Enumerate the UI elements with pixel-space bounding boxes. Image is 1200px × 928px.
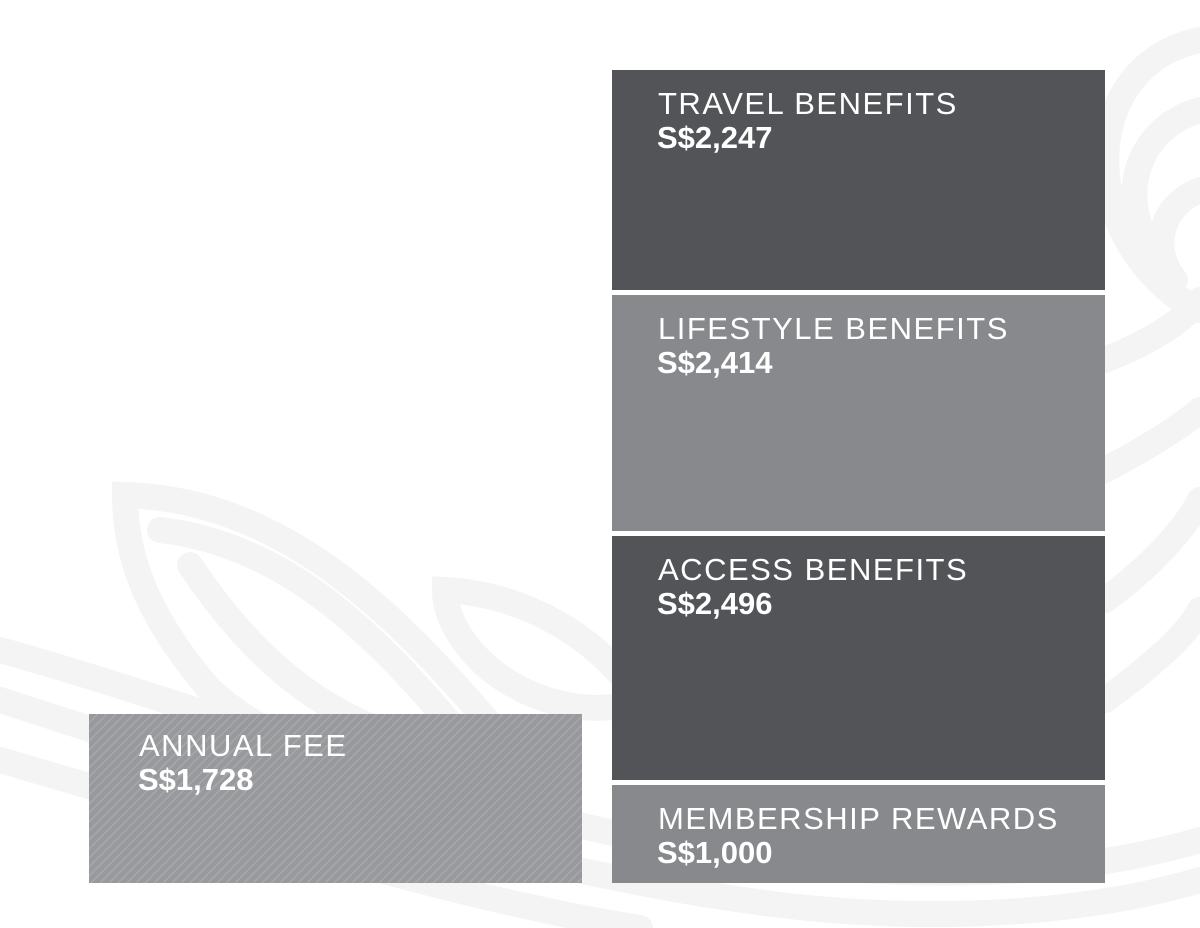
hatch-line (89, 714, 225, 851)
watermark-curve (1092, 597, 1200, 713)
hatch-line (342, 714, 513, 883)
segment-value: S$2,496 (657, 586, 773, 621)
lifestyle-benefits-segment: LIFESTYLE BENEFITS S$2,414 (612, 295, 1105, 531)
annual-fee-label: ANNUAL FEE (139, 728, 348, 763)
hatch-line (89, 714, 216, 842)
hatch-line (315, 714, 486, 883)
watermark-curve (1092, 287, 1200, 373)
hatch-line (89, 714, 207, 833)
hatch-line (108, 714, 279, 883)
segment-label: MEMBERSHIP REWARDS (658, 801, 1059, 836)
hatch-line (89, 714, 126, 752)
hatch-line (89, 714, 144, 770)
hatch-line (405, 714, 576, 883)
hatch-line (89, 714, 252, 878)
hatch-line (387, 714, 558, 883)
hatch-line (396, 714, 567, 883)
hatch-line (162, 714, 333, 883)
hatch-line (207, 714, 378, 883)
hatch-line (495, 795, 582, 883)
segment-value: S$2,414 (657, 345, 773, 380)
access-benefits-segment: ACCESS BENEFITS S$2,496 (612, 536, 1105, 780)
hatch-line (89, 714, 198, 824)
hatch-line (324, 714, 495, 883)
hatch-line (89, 714, 135, 761)
hatch-line (288, 714, 459, 883)
hatch-line (423, 723, 582, 883)
hatch-line (279, 714, 450, 883)
hatch-line (549, 849, 582, 883)
hatch-line (369, 714, 540, 883)
watermark-curve (147, 517, 473, 748)
hatch-line (234, 714, 405, 883)
hatch-line (89, 714, 243, 869)
hatch-line (486, 786, 582, 883)
hatch-line (477, 777, 582, 883)
hatch-line (126, 714, 297, 883)
hatch-line (414, 714, 582, 883)
hatch-line (180, 714, 351, 883)
hatch-line (89, 714, 171, 797)
hatch-line (225, 714, 396, 883)
hatch-line (135, 714, 306, 883)
hatch-line (297, 714, 468, 883)
hatch-line (90, 714, 261, 883)
hatch-line (198, 714, 369, 883)
hatch-line (513, 813, 582, 883)
hatch-line (261, 714, 432, 883)
hatch-line (117, 714, 288, 883)
hatch-line (441, 741, 582, 883)
annual-fee-value: S$1,728 (138, 762, 254, 797)
watermark-curve (431, 576, 660, 721)
hatch-line (333, 714, 504, 883)
hatch-line (432, 732, 582, 883)
hatch-line (531, 831, 582, 883)
travel-benefits-segment: TRAVEL BENEFITS S$2,247 (612, 70, 1105, 290)
watermark-curve (1148, 177, 1200, 293)
hatch-line (468, 768, 582, 883)
segment-value: S$2,247 (657, 120, 773, 155)
hatch-line (89, 714, 162, 788)
hatch-line (306, 714, 477, 883)
hatch-line (540, 840, 582, 883)
watermark-curve (1092, 397, 1200, 483)
watermark-curve (1092, 487, 1200, 613)
hatch-line (360, 714, 531, 883)
hatch-line (153, 714, 324, 883)
hatch-pattern (89, 714, 582, 883)
hatch-line (270, 714, 441, 883)
annual-fee-bar: ANNUAL FEE S$1,728 (89, 714, 582, 883)
segment-label: ACCESS BENEFITS (658, 552, 969, 587)
hatch-line (378, 714, 549, 883)
hatch-line (89, 714, 153, 779)
hatch-line (522, 822, 582, 883)
hatch-line (89, 714, 234, 860)
hatch-line (89, 714, 180, 806)
hatch-line (216, 714, 387, 883)
segment-label: TRAVEL BENEFITS (658, 86, 958, 121)
membership-rewards-segment: MEMBERSHIP REWARDS S$1,000 (612, 785, 1105, 883)
hatch-line (450, 750, 582, 883)
hatch-line (89, 714, 189, 815)
watermark-curve (1121, 97, 1200, 273)
hatch-line (252, 714, 423, 883)
hatch-line (351, 714, 522, 883)
segment-value: S$1,000 (657, 835, 773, 870)
hatch-line (171, 714, 342, 883)
hatch-line (459, 759, 582, 883)
hatch-line (243, 714, 414, 883)
hatch-line (189, 714, 360, 883)
hatch-line (504, 804, 582, 883)
hatch-line (99, 714, 270, 883)
segment-label: LIFESTYLE BENEFITS (658, 311, 1009, 346)
hatch-line (144, 714, 315, 883)
